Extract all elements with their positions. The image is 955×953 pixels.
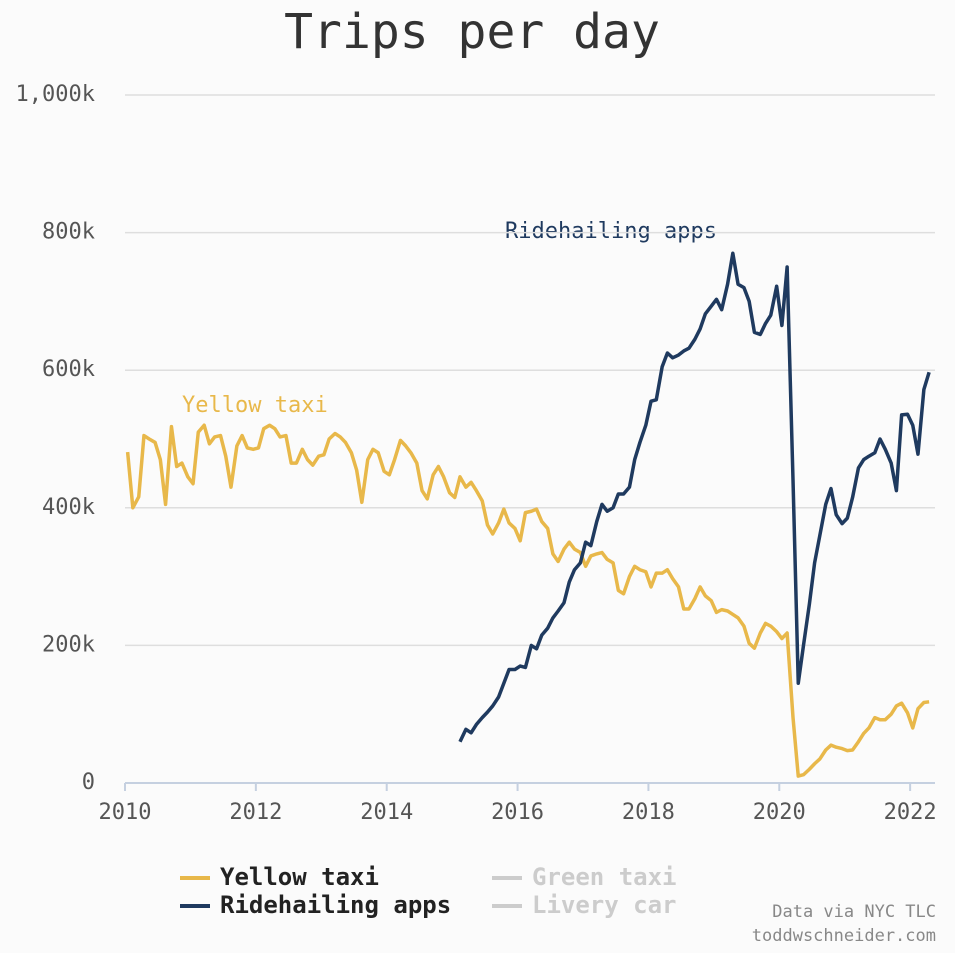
legend-label[interactable]: Green taxi xyxy=(532,863,677,891)
legend-label[interactable]: Yellow taxi xyxy=(220,863,379,891)
y-tick-label: 400k xyxy=(42,495,95,520)
source: toddwschneider.com xyxy=(752,926,936,946)
y-tick-label: 600k xyxy=(42,357,95,382)
y-tick-label: 1,000k xyxy=(16,82,95,107)
x-tick-label: 2010 xyxy=(99,800,152,825)
y-tick-label: 800k xyxy=(42,220,95,245)
y-tick-label: 0 xyxy=(82,770,95,795)
annotation: Yellow taxi xyxy=(182,393,328,418)
annotation: Ridehailing apps xyxy=(505,219,717,244)
x-tick-label: 2014 xyxy=(360,800,413,825)
x-tick-label: 2020 xyxy=(753,800,806,825)
legend-label[interactable]: Livery car xyxy=(532,891,677,919)
chart-title: Trips per day xyxy=(284,4,660,60)
x-tick-label: 2018 xyxy=(622,800,675,825)
y-tick-label: 200k xyxy=(42,632,95,657)
x-tick-label: 2016 xyxy=(491,800,544,825)
x-tick-label: 2012 xyxy=(229,800,282,825)
line-series xyxy=(125,423,930,778)
x-tick-label: 2022 xyxy=(884,800,937,825)
line-series xyxy=(458,251,931,743)
legend-label[interactable]: Ridehailing apps xyxy=(220,891,451,919)
source: Data via NYC TLC xyxy=(772,902,936,922)
